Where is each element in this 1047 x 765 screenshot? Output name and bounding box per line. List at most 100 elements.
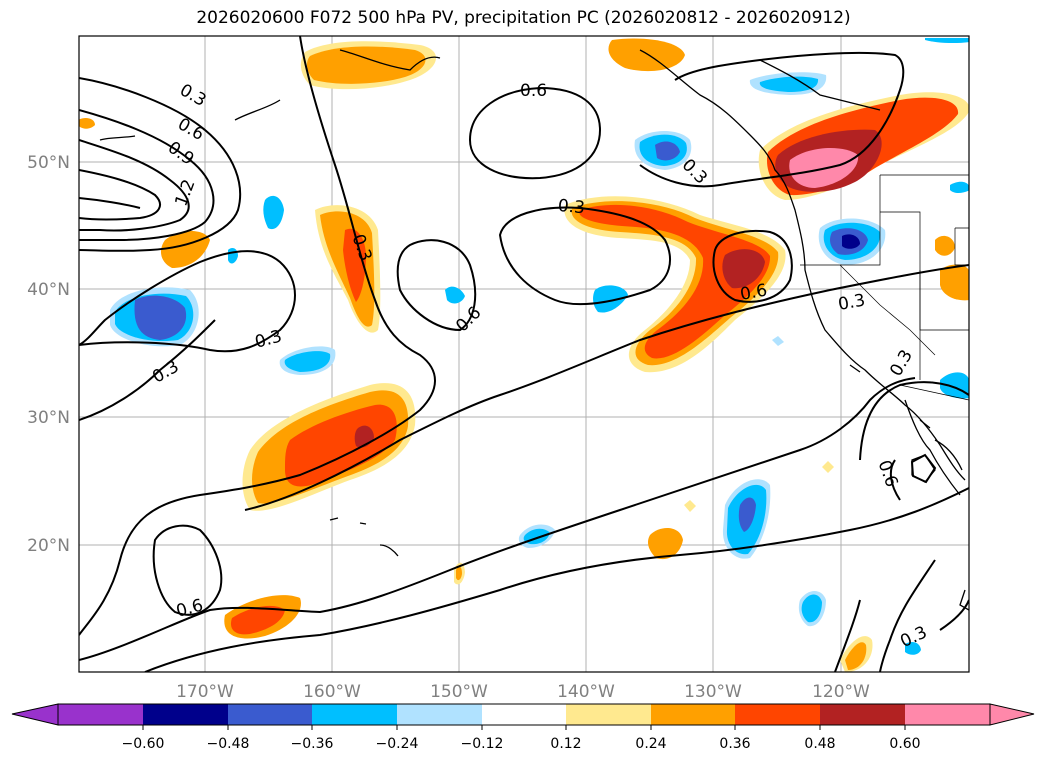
colorbar-segment (651, 704, 735, 725)
precip-region (738, 497, 756, 532)
colorbar-segment (482, 704, 566, 725)
latitude-label: 20°N (27, 536, 70, 556)
colorbar-segment (228, 704, 312, 725)
coastline (339, 49, 441, 71)
border (899, 384, 969, 401)
precip-region (263, 195, 284, 230)
colorbar-tick-label: −0.48 (207, 736, 250, 752)
pv-contour (468, 86, 602, 180)
precip-region (822, 461, 834, 473)
longitude-label: 120°W (812, 682, 870, 702)
coastline (639, 49, 966, 481)
colorbar-segment (905, 704, 990, 725)
latitude-label: 30°N (27, 408, 70, 428)
contour-label: 0.6 (520, 81, 547, 101)
coastline (849, 364, 963, 471)
precip-region (579, 204, 771, 359)
longitude-label: 160°W (303, 682, 361, 702)
latitude-label: 50°N (27, 153, 70, 173)
precip-region (655, 141, 680, 161)
coastline (99, 135, 136, 141)
colorbar-tick-label: −0.60 (122, 736, 165, 752)
pv-contour (79, 169, 161, 221)
precip-region (230, 605, 285, 635)
pv-contour (396, 239, 477, 332)
precip-region (842, 234, 860, 249)
colorbar-extend-right (989, 703, 1035, 726)
colorbar-segment (312, 704, 397, 725)
coastline (329, 517, 399, 557)
map-title: 2026020600 F072 500 hPa PV, precipitatio… (196, 8, 851, 28)
colorbar-tick-label: −0.12 (461, 736, 504, 752)
precip-region (722, 249, 765, 289)
precip-region (801, 594, 822, 623)
contour-labels: 0.3 0.6 0.9 1.2 0.3 0.3 0.6 0.3 0.6 0.3 … (149, 80, 930, 652)
colorbar-tick-label: 0.60 (889, 736, 920, 752)
colorbar-tick-label: 0.48 (804, 736, 835, 752)
pv-contour (79, 36, 436, 636)
colorbar-tick-label: 0.24 (635, 736, 666, 752)
precip-region (593, 285, 628, 313)
pv-contour (859, 381, 969, 461)
colorbar-tick-label: 0.36 (719, 736, 750, 752)
precip-region (445, 286, 465, 304)
colorbar-segment (566, 704, 651, 725)
precip-region (925, 38, 969, 44)
contour-label: 0.6 (739, 281, 769, 305)
pv-contours (79, 36, 969, 672)
precip-region (648, 528, 683, 560)
pv-contour (639, 51, 905, 188)
pv-contour (144, 487, 969, 672)
colorbar-tick-label: 0.12 (550, 736, 581, 752)
colorbar: −0.60 −0.48 −0.36 −0.24 −0.12 0.12 0.24 … (11, 703, 1035, 752)
pv-contour (879, 559, 936, 672)
precip-region (285, 404, 397, 487)
colorbar-ticks (142, 725, 906, 730)
precip-region (845, 642, 867, 670)
colorbar-frame (57, 703, 991, 726)
longitude-label: 130°W (684, 682, 742, 702)
pv-contour (79, 377, 916, 661)
coastline (759, 59, 881, 111)
coastline (959, 589, 969, 611)
precip-region (284, 351, 331, 372)
pv-contour (79, 250, 296, 353)
precip-region (134, 295, 187, 340)
pv-contour (834, 599, 861, 672)
pv-contour (498, 206, 671, 306)
precip-region (772, 336, 784, 346)
longitude-label: 150°W (430, 682, 488, 702)
precip-region (79, 117, 95, 129)
pv-contour (152, 524, 223, 616)
colorbar-segment (397, 704, 482, 725)
longitude-label: 140°W (557, 682, 615, 702)
precip-region (343, 228, 366, 302)
plot-frame (78, 35, 970, 673)
latitude-label: 40°N (27, 280, 70, 300)
longitude-labels: 170°W 160°W 150°W 140°W 130°W 120°W (176, 682, 870, 702)
latitude-labels: 50°N 40°N 30°N 20°N (27, 153, 70, 556)
precip-region (759, 76, 819, 92)
pv-contour (79, 77, 242, 252)
colorbar-tick-label: −0.24 (376, 736, 419, 752)
colorbar-extend-left (11, 703, 59, 726)
pv-contour (889, 459, 901, 501)
precip-region (950, 181, 969, 193)
colorbar-segment (58, 704, 143, 725)
pv-contour (79, 319, 216, 421)
map-layers: 0.3 0.6 0.9 1.2 0.3 0.3 0.6 0.3 0.6 0.3 … (79, 36, 969, 672)
pv-contour (79, 139, 190, 232)
precip-region (684, 500, 696, 512)
pv-contour (712, 229, 793, 303)
pv-contour (910, 453, 937, 484)
colorbar-tick-label: −0.36 (291, 736, 334, 752)
contour-label: 0.3 (837, 291, 867, 315)
pv-contour (939, 599, 969, 631)
coastline (234, 99, 281, 121)
precip-region (940, 264, 969, 301)
border (800, 175, 881, 266)
coastline (904, 399, 961, 496)
precip-region (935, 235, 955, 256)
pv-contour (79, 197, 141, 209)
